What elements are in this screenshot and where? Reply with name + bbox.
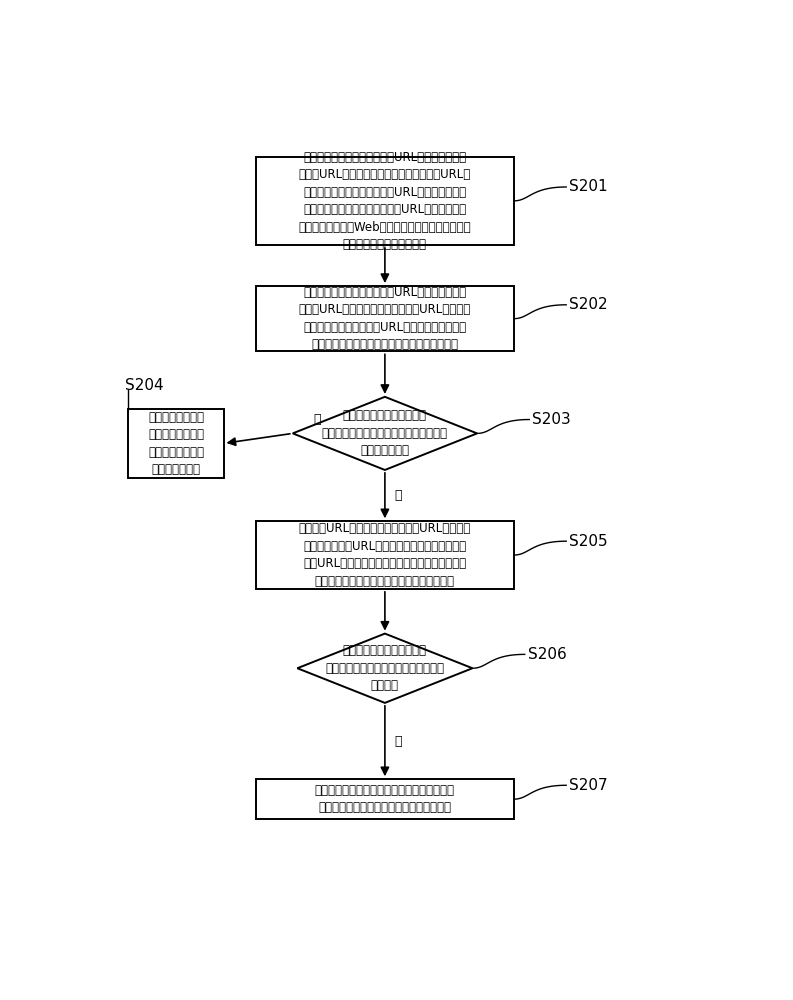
FancyBboxPatch shape <box>128 409 224 478</box>
Text: 将第二学习阶段和
第一学习阶段内记
录的流量特征确定
为基准流量特征: 将第二学习阶段和 第一学习阶段内记 录的流量特征确定 为基准流量特征 <box>148 411 204 476</box>
Text: S206: S206 <box>528 647 566 662</box>
Text: 记录合法URL的特征以及输入该合法URL的第三用
户，并累积合法URL的第三用户量，直到输入所述
合法URL的第三用户量达到第二预设数量；所述第
三用户与所述第: 记录合法URL的特征以及输入该合法URL的第三用 户，并累积合法URL的第三用户… <box>299 522 471 588</box>
Text: S201: S201 <box>569 179 608 194</box>
Text: 是: 是 <box>313 413 321 426</box>
Text: 在第二学习阶段内，记录合法URL的特征以及输入
该合法URL的第二用户，并累积合法URL的第二用
户量，直到输入所述合法URL的第二用户量达到第
二预设数量；所: 在第二学习阶段内，记录合法URL的特征以及输入 该合法URL的第二用户，并累积合… <box>299 286 471 351</box>
Polygon shape <box>297 634 473 703</box>
Text: S202: S202 <box>569 297 608 312</box>
Text: 是: 是 <box>395 735 402 748</box>
Text: 比较第二学习阶段内记录的
流量特征是否与第一学习阶段内记录的流
量特征是否一致: 比较第二学习阶段内记录的 流量特征是否与第一学习阶段内记录的流 量特征是否一致 <box>322 409 448 457</box>
FancyBboxPatch shape <box>256 779 514 819</box>
FancyBboxPatch shape <box>256 157 514 245</box>
Text: 否: 否 <box>395 489 402 502</box>
FancyBboxPatch shape <box>256 521 514 589</box>
Text: S207: S207 <box>569 778 608 793</box>
Text: 比较第三学习阶段内记录的
流量特征与先前学习阶段内的流量特征
是否一致: 比较第三学习阶段内记录的 流量特征与先前学习阶段内的流量特征 是否一致 <box>325 644 444 692</box>
Text: 将第一学习阶段、第二学习阶段和第三学习阶
段学习记录的流量特征确定为基准流量特征: 将第一学习阶段、第二学习阶段和第三学习阶 段学习记录的流量特征确定为基准流量特征 <box>315 784 455 814</box>
FancyBboxPatch shape <box>256 286 514 351</box>
Polygon shape <box>293 397 477 470</box>
Text: S205: S205 <box>569 534 608 549</box>
Text: S203: S203 <box>532 412 571 427</box>
Text: 在第一学习阶段内，记录合法URL的特征以及输入
该合法URL的第一用户，并累积输入该合法URL的
第一用户量，直到输入该合法URL的第一用户量达
到第一预设数量: 在第一学习阶段内，记录合法URL的特征以及输入 该合法URL的第一用户，并累积输… <box>299 151 471 251</box>
Text: S204: S204 <box>125 378 164 393</box>
